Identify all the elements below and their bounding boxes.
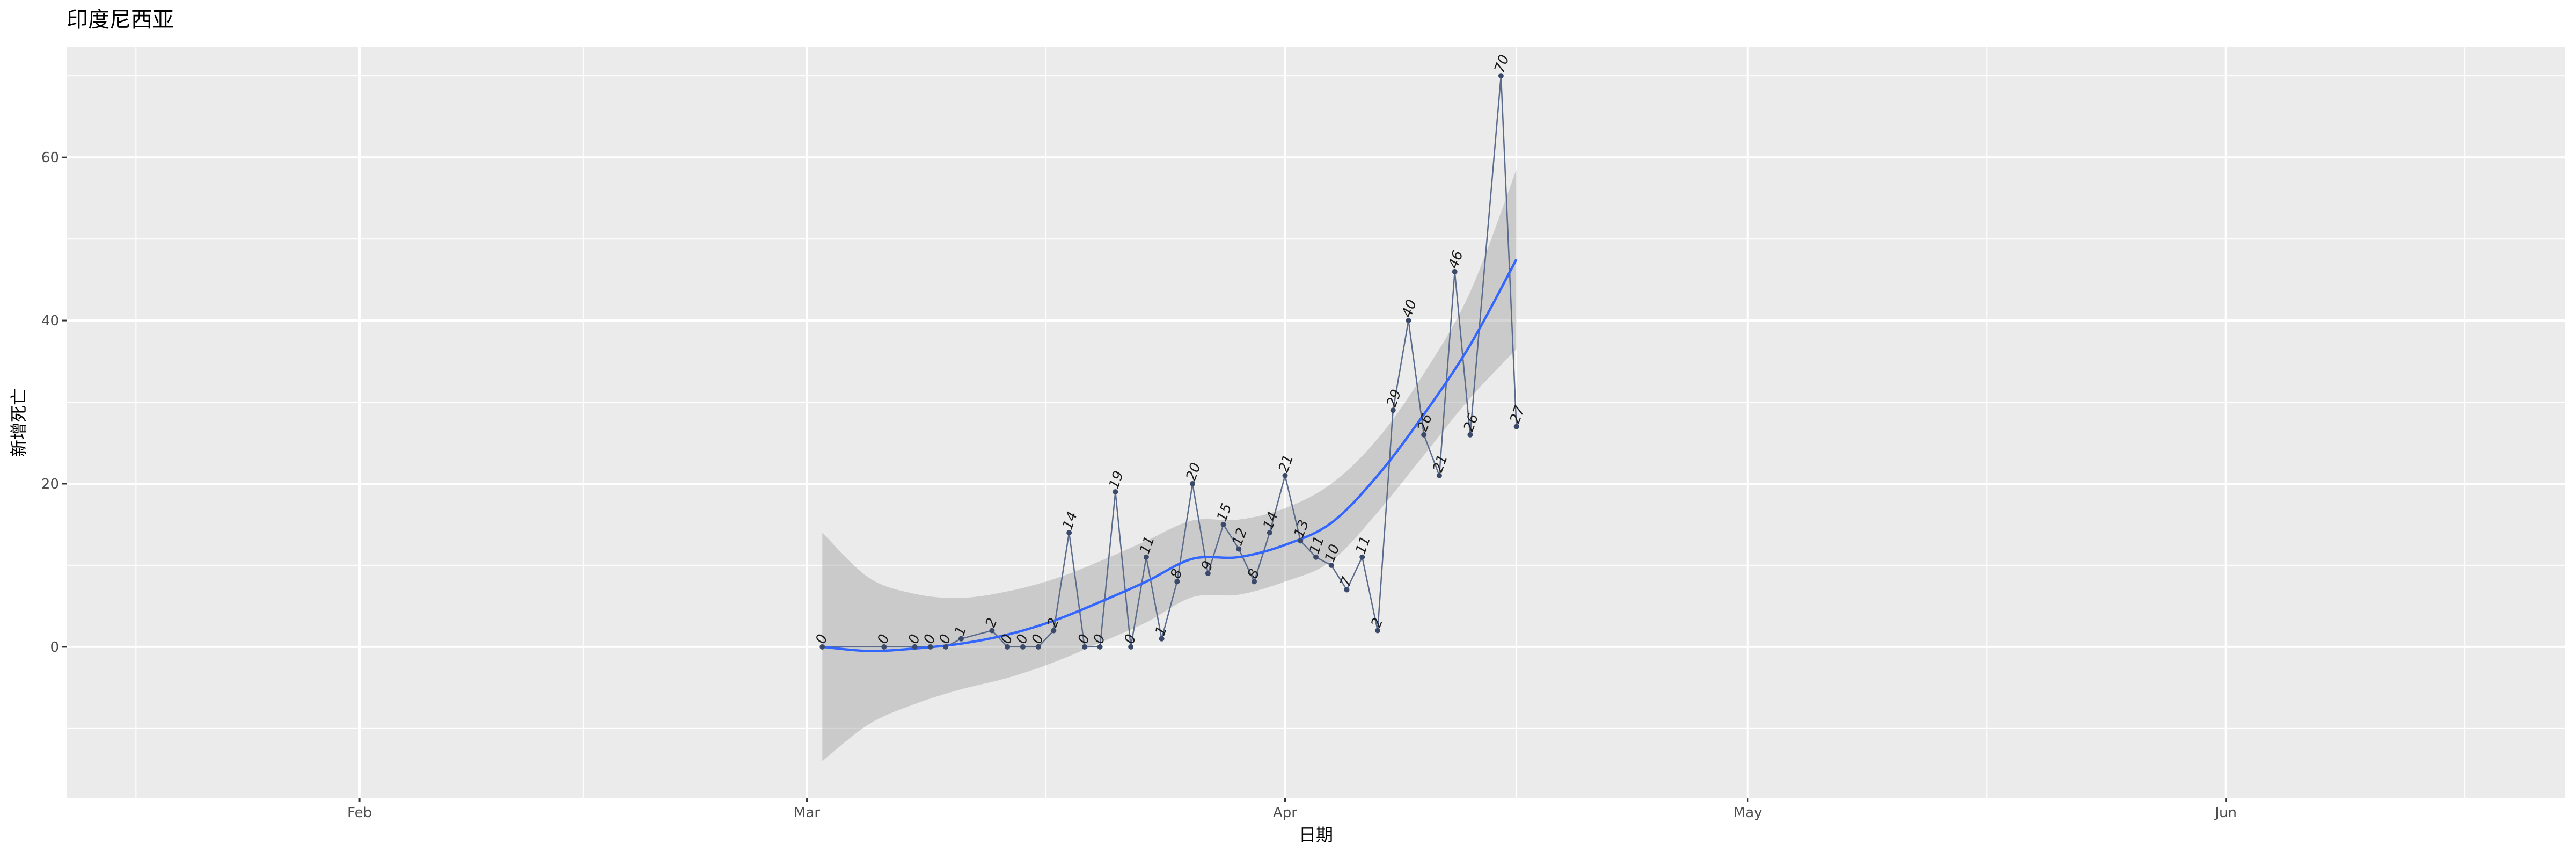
data-point — [1097, 644, 1103, 650]
data-point — [1313, 554, 1319, 560]
x-tick-label: Feb — [347, 805, 372, 821]
data-point — [1005, 644, 1011, 650]
data-point — [1359, 554, 1365, 560]
data-point — [1113, 489, 1118, 495]
data-point — [943, 644, 949, 650]
data-point — [1190, 481, 1196, 486]
data-points — [819, 73, 1519, 650]
data-point — [1498, 73, 1504, 79]
data-point — [989, 628, 995, 634]
data-point — [1035, 644, 1041, 650]
data-point — [1467, 432, 1473, 438]
data-point — [1421, 432, 1427, 438]
x-tick-label: Apr — [1273, 805, 1297, 821]
data-point — [881, 644, 887, 650]
data-point — [1066, 530, 1072, 536]
grid-minor — [67, 47, 2565, 798]
data-point — [1020, 644, 1026, 650]
data-point — [819, 644, 825, 650]
x-axis: Feb Mar Apr May Jun — [347, 798, 2237, 821]
y-tick-label: 40 — [41, 313, 59, 329]
data-point — [1220, 521, 1226, 527]
data-point — [927, 644, 933, 650]
data-point — [1436, 472, 1442, 478]
data-point — [1051, 628, 1057, 634]
daily-series-line — [822, 76, 1517, 648]
data-point — [1298, 538, 1304, 544]
grid-major — [67, 47, 2565, 798]
data-point — [1344, 587, 1350, 593]
y-tick-label: 20 — [41, 476, 59, 492]
data-point — [1159, 636, 1165, 642]
data-point — [1282, 472, 1288, 478]
chart-title: 印度尼西亚 — [67, 8, 174, 32]
data-point — [1390, 407, 1396, 413]
data-point — [1513, 424, 1519, 430]
data-point — [1174, 579, 1180, 585]
data-point — [1452, 268, 1458, 274]
data-point — [1267, 530, 1272, 536]
data-point — [912, 644, 918, 650]
data-point — [1236, 546, 1242, 552]
y-tick-label: 60 — [41, 150, 59, 166]
data-point — [1252, 579, 1257, 585]
data-point — [1128, 644, 1134, 650]
y-axis-title: 新增死亡 — [9, 388, 29, 457]
plot-panel — [67, 47, 2565, 798]
data-labels: 0 0 00012000214001901118209151281421131110… — [813, 53, 1528, 646]
data-point — [1328, 562, 1334, 568]
data-point — [1143, 554, 1149, 560]
data-point — [1406, 318, 1411, 324]
confidence-ribbon — [822, 169, 1517, 761]
y-tick-label: 0 — [50, 639, 59, 656]
x-tick-label: Mar — [794, 805, 820, 821]
series-line — [822, 76, 1517, 648]
data-point — [1374, 628, 1380, 634]
x-tick-label: Jun — [2214, 805, 2237, 821]
y-axis: 0 20 40 60 — [41, 150, 67, 656]
data-point — [1205, 571, 1211, 577]
confidence-band — [822, 169, 1517, 761]
x-axis-title: 日期 — [1299, 825, 1333, 845]
data-point — [1081, 644, 1087, 650]
data-point — [958, 636, 964, 642]
x-tick-label: May — [1733, 805, 1762, 821]
